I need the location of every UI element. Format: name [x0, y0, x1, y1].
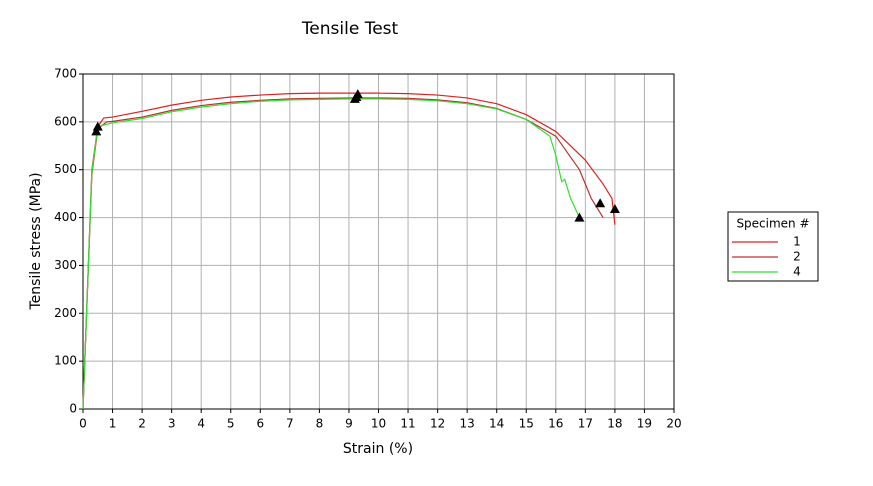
x-tick-label: 14 [489, 417, 504, 431]
y-tick-label: 500 [54, 162, 77, 176]
plot-frame [82, 73, 675, 410]
legend-label: 4 [793, 265, 801, 279]
x-tick-label: 6 [256, 417, 264, 431]
y-tick-label: 200 [54, 306, 77, 320]
x-tick-label: 16 [548, 417, 563, 431]
legend-label: 2 [793, 250, 801, 264]
x-tick-label: 20 [666, 417, 681, 431]
x-tick-label: 4 [197, 417, 205, 431]
x-tick-label: 11 [400, 417, 415, 431]
marker [609, 203, 620, 213]
x-tick-label: 2 [138, 417, 146, 431]
y-tick-label: 100 [54, 354, 77, 368]
x-tick-label: 13 [460, 417, 475, 431]
x-tick-label: 7 [286, 417, 294, 431]
x-axis-label: Strain (%) [343, 441, 413, 457]
x-tick-label: 17 [578, 417, 593, 431]
chart-title: Tensile Test [301, 19, 399, 39]
marker [595, 198, 606, 208]
y-axis-label: Tensile stress (MPa) [28, 172, 44, 310]
legend-title: Specimen # [736, 217, 809, 231]
x-tick-label: 0 [79, 417, 87, 431]
x-tick-label: 3 [168, 417, 176, 431]
marker [92, 121, 103, 131]
x-tick-label: 15 [519, 417, 534, 431]
y-tick-label: 600 [54, 114, 77, 128]
legend-box [727, 211, 819, 282]
x-tick-label: 5 [227, 417, 235, 431]
series-line [82, 98, 580, 410]
marker [574, 212, 585, 222]
marker [352, 89, 363, 99]
series-line [82, 97, 604, 410]
y-tick-label: 700 [54, 67, 77, 81]
x-tick-label: 8 [316, 417, 324, 431]
x-tick-label: 10 [371, 417, 386, 431]
y-tick-label: 400 [54, 210, 77, 224]
x-tick-label: 18 [607, 417, 622, 431]
y-tick-label: 300 [54, 258, 77, 272]
x-tick-label: 19 [637, 417, 652, 431]
x-tick-label: 1 [109, 417, 117, 431]
y-tick-label: 0 [69, 402, 77, 416]
series-line [82, 92, 616, 410]
marker [91, 126, 102, 136]
x-tick-label: 12 [430, 417, 445, 431]
x-tick-label: 9 [345, 417, 353, 431]
legend-label: 1 [793, 235, 801, 249]
